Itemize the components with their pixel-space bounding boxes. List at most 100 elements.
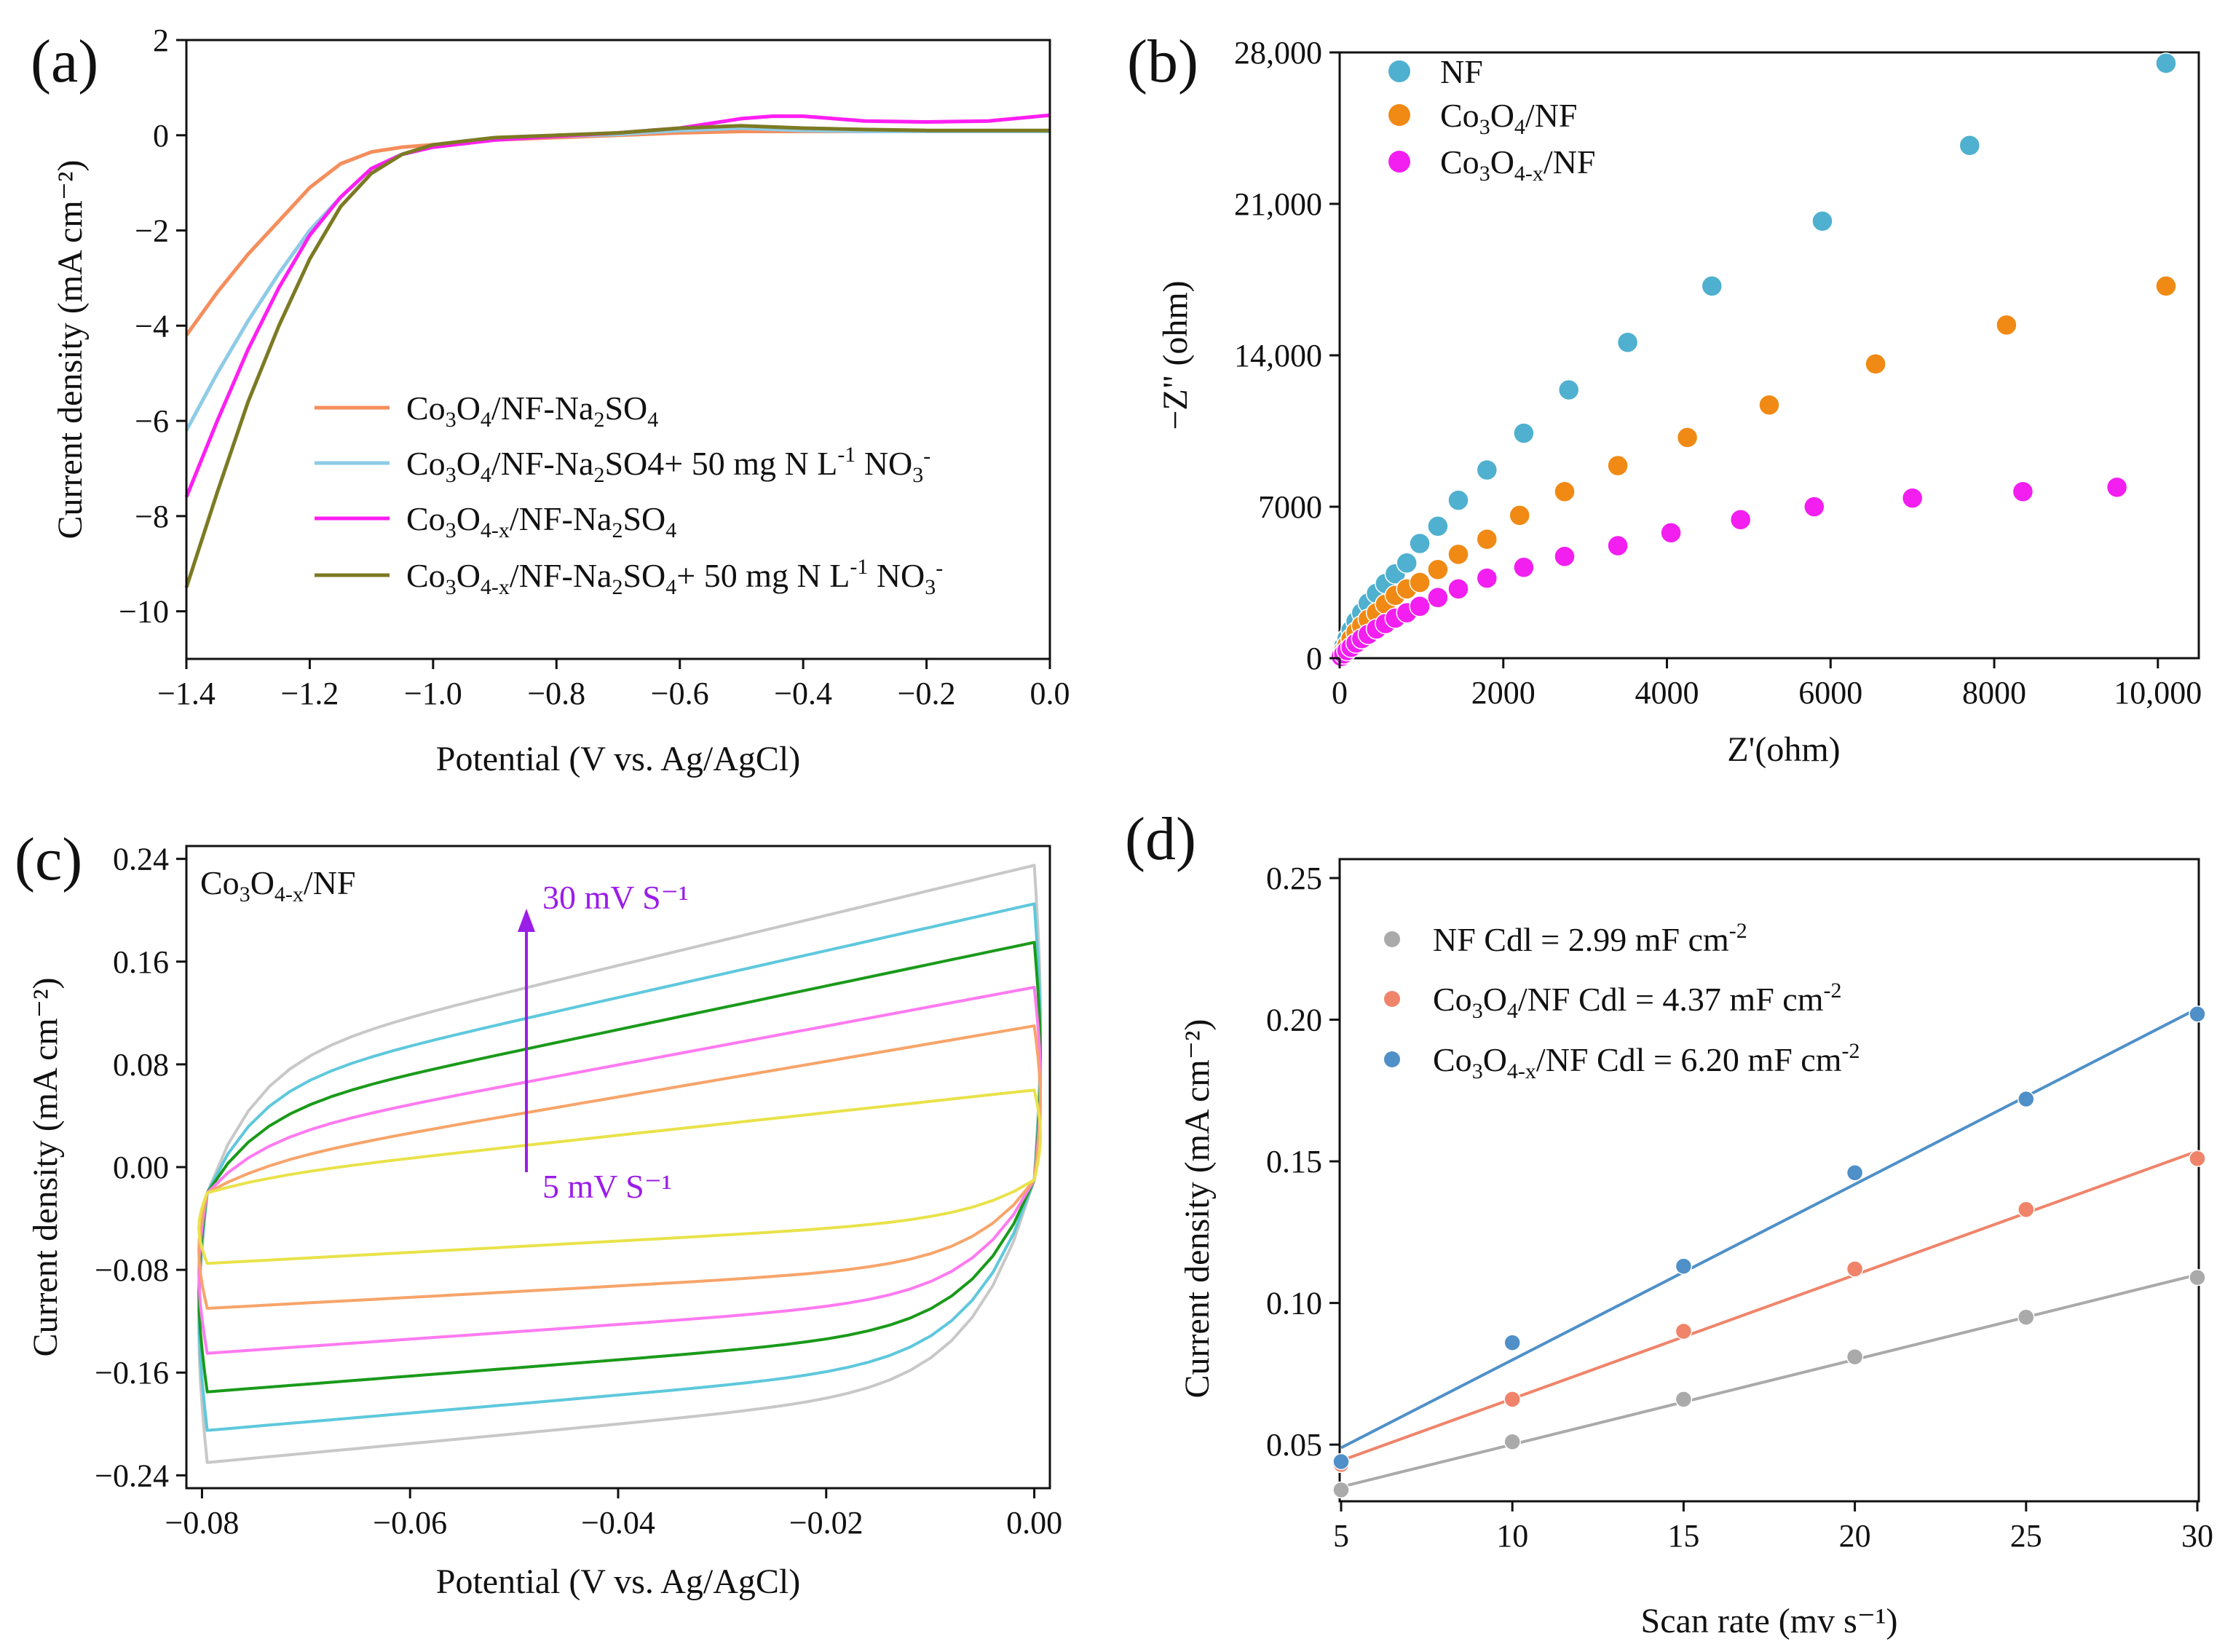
panel-a-xtick-label: −1.0 — [404, 676, 462, 711]
panel-a-series-1-line — [184, 130, 1050, 336]
panel-a-xtick-label: −0.6 — [651, 676, 709, 711]
panel-a-xtick-label: 0.0 — [1030, 676, 1070, 711]
panel-d-ytick-label: 0.25 — [1266, 861, 1322, 896]
panel-b-xtick-label: 10,000 — [2114, 675, 2202, 711]
legend-b-label-2: Co3O4/NF — [1440, 97, 1578, 139]
panel-c-ytick-label: −0.16 — [95, 1355, 169, 1391]
panel-a-xtick-label: −0.4 — [774, 676, 832, 711]
panel-c-chart: (c) −0.08 −0.06 −0.04 −0.02 0.00 0.24 0.16 0.08… — [15, 826, 1062, 1601]
panel-a-ytick-label: −10 — [119, 594, 169, 630]
legend-a-label-3: Co3O4-x/NF-Na2SO4 — [406, 500, 676, 542]
panel-d-xtick-label: 10 — [1496, 1518, 1528, 1554]
panel-c-cv-loop-30 — [197, 863, 1043, 1464]
panel-c-ytick-label: −0.24 — [95, 1458, 169, 1493]
panel-d-xtick-label: 5 — [1333, 1518, 1349, 1554]
panel-d-series-1-point — [2017, 1308, 2035, 1326]
panel-b-legend: NF Co3O4/NF Co3O4-x/NF — [1388, 53, 1596, 186]
panel-b-series-2-point — [1758, 394, 1780, 416]
panel-b-series-3-point — [1427, 587, 1449, 609]
panel-c-cv-loop-10 — [197, 1024, 1043, 1310]
panel-a-ylabel: Current density (mA cm⁻²) — [51, 160, 90, 540]
panel-b-series-1-point — [1513, 422, 1535, 444]
scan-rate-arrowhead — [518, 909, 535, 932]
panel-d-series-2-point — [2189, 1150, 2206, 1167]
panel-d-ytick-label: 0.10 — [1266, 1286, 1322, 1321]
panel-d-xtick-label: 25 — [2010, 1518, 2042, 1554]
panel-d-xlabel: Scan rate (mv s⁻¹) — [1641, 1602, 1898, 1640]
panel-b-series-1-point — [1811, 210, 1833, 232]
legend-a-label-2: Co3O4/NF-Na2SO4+ 50 mg N L-1 NO3- — [406, 443, 930, 487]
panel-d-series-group — [1332, 1005, 2206, 1499]
panel-a-xtick-label: −0.2 — [898, 676, 956, 711]
panel-c-xtick-label: −0.08 — [165, 1505, 240, 1541]
panel-a-series-4-line — [184, 124, 1050, 588]
panel-d-ticks: 5 10 15 20 25 30 0.25 0.20 0.15 0.10 0.05 — [1266, 861, 2213, 1554]
panel-d-series-2-point — [1846, 1260, 1864, 1278]
panel-a-series-3-line — [184, 113, 1051, 498]
panel-c-xtick-label: −0.06 — [373, 1505, 447, 1541]
panel-a-xtick-label: −1.2 — [281, 676, 339, 711]
panel-c-ytick-label: 0.16 — [113, 944, 169, 980]
panel-b-ytick-label: 7000 — [1258, 489, 1322, 525]
panel-b-series-1-point — [1616, 331, 1639, 353]
arrow-bottom-label: 5 mV S⁻¹ — [542, 1168, 672, 1205]
panel-b-series-2-point — [1676, 427, 1699, 448]
panel-c-letter: (c) — [15, 826, 82, 893]
panel-b-series-3-point — [1513, 556, 1535, 578]
legend-b-label-3: Co3O4-x/NF — [1440, 143, 1596, 186]
panel-d-legend: NF Cdl = 2.99 mF cm-2 Co3O4/NF Cdl = 4.3… — [1384, 919, 1859, 1083]
legend-b-label-1: NF — [1440, 53, 1483, 90]
arrow-top-label: 30 mV S⁻¹ — [542, 879, 689, 916]
panel-b-xtick-label: 6000 — [1798, 675, 1862, 711]
legend-d-marker-2 — [1384, 991, 1400, 1007]
panel-d-series-3-point — [1332, 1453, 1350, 1471]
panel-a-ytick-label: −2 — [135, 213, 169, 249]
panel-c-sample-label: Co3O4-x/NF — [200, 864, 356, 906]
panel-b-series-3-point — [1660, 521, 1682, 544]
panel-a-ytick-label: −6 — [135, 403, 169, 439]
panel-d-series-1-point — [1846, 1348, 1864, 1366]
panel-c-ytick-label: 0.00 — [113, 1150, 169, 1185]
panel-b-series-1-point — [1447, 489, 1469, 511]
panel-b-series-3-point — [1476, 567, 1498, 589]
panel-c-xtick-label: 0.00 — [1006, 1505, 1062, 1541]
panel-b-xlabel: Z'(ohm) — [1727, 730, 1840, 769]
panel-d-series-3-point — [1675, 1257, 1693, 1275]
panel-a-ytick-label: 0 — [153, 118, 169, 154]
panel-b-series-3-point — [1607, 534, 1629, 557]
panel-c-ytick-label: 0.08 — [113, 1047, 169, 1083]
panel-c-ticks: −0.08 −0.06 −0.04 −0.02 0.00 0.24 0.16 0.08 0.00… — [95, 842, 1062, 1541]
panel-d-ytick-label: 0.15 — [1266, 1144, 1322, 1179]
panel-b-series-2-point — [2155, 275, 2177, 297]
panel-b-series-1-point — [2155, 52, 2177, 74]
panel-d-series-1-fit-line — [1340, 1273, 2198, 1489]
panel-d-series-3-point — [2189, 1005, 2206, 1023]
panel-b-series-2-point — [1607, 454, 1629, 477]
panel-b-series-3-point — [1729, 509, 1752, 531]
panel-a-letter: (a) — [31, 28, 98, 95]
legend-a-label-4: Co3O4-x/NF-Na2SO4+ 50 mg N L-1 NO3- — [406, 555, 943, 599]
panel-b-ytick-label: 21,000 — [1234, 186, 1322, 222]
panel-d-series-2-point — [2017, 1201, 2035, 1218]
panel-a-xtick-label: −0.8 — [527, 676, 585, 711]
panel-d-series-2-point — [1675, 1322, 1693, 1340]
panel-a-legend: Co3O4/NF-Na2SO4 Co3O4/NF-Na2SO4+ 50 mg N… — [315, 390, 943, 599]
panel-a-ytick-label: 2 — [153, 23, 169, 58]
panel-b-ytick-label: 28,000 — [1234, 35, 1322, 71]
panel-b-ticks: 0 2000 4000 6000 8000 10,000 0 7000 14,000 21,000… — [1234, 35, 2202, 711]
legend-d-marker-1 — [1384, 931, 1400, 947]
legend-d-marker-3 — [1384, 1051, 1400, 1067]
panel-b-series-1-point — [1396, 552, 1418, 574]
panel-c-series-group — [197, 863, 1043, 1464]
panel-b-series-2-point — [1509, 505, 1530, 526]
panel-d-series-3-point — [1846, 1163, 1864, 1182]
panel-b-series-1-point — [1476, 459, 1498, 481]
panel-b-series-3-point — [1901, 487, 1924, 509]
legend-b-marker-3 — [1388, 151, 1410, 173]
panel-c-ytick-label: 0.24 — [113, 842, 169, 877]
legend-a-label-1: Co3O4/NF-Na2SO4 — [406, 390, 658, 432]
panel-b-series-1-point — [1409, 532, 1431, 555]
panel-d-letter: (d) — [1125, 805, 1196, 873]
panel-d-series-1-point — [1332, 1481, 1350, 1499]
panel-d-xtick-label: 15 — [1667, 1518, 1699, 1554]
